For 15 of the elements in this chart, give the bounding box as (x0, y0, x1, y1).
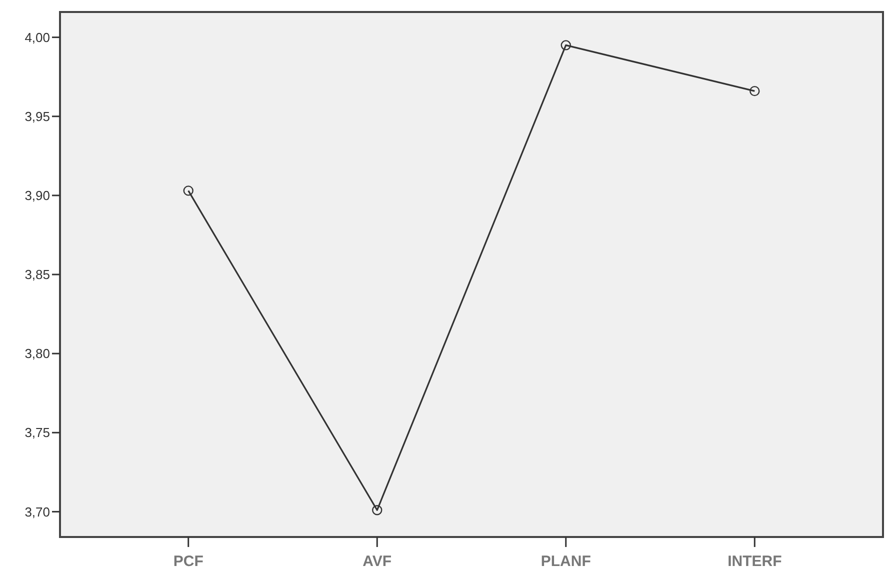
x-tick-label: PLANF (540, 553, 591, 570)
y-tick-label: 3,90 (24, 188, 50, 203)
point (560, 40, 571, 50)
y-tick-label: 3,80 (24, 346, 50, 362)
point (183, 186, 194, 196)
y-tick-label: 3,70 (24, 504, 50, 520)
x-tick-label: INTERF (728, 553, 782, 570)
point (750, 86, 760, 96)
y-tick-label: 3,75 (24, 425, 50, 440)
y-tick-label: 4,00 (24, 30, 50, 45)
point (372, 505, 382, 516)
y-tick-label: 3,85 (24, 267, 50, 282)
x-tick-label: AVF (362, 553, 392, 570)
x-tick-label: PCF (173, 553, 204, 570)
y-tick-label: 3,95 (24, 108, 50, 124)
